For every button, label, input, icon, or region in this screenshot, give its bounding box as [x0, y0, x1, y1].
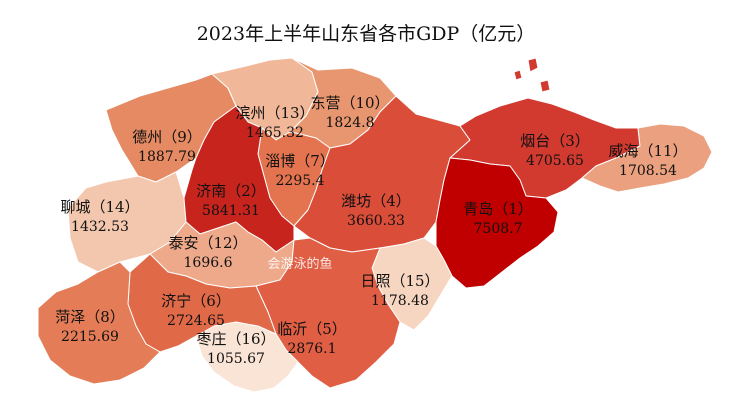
city-gdp-value-label: 2724.65: [167, 313, 225, 329]
region-heze: [37, 261, 161, 385]
city-gdp-value-label: 1465.32: [246, 125, 304, 141]
city-gdp-value-label: 2876.1: [288, 341, 337, 357]
city-name-label: 烟台（3）: [520, 132, 590, 150]
city-gdp-value-label: 1708.54: [619, 163, 677, 179]
city-gdp-value-label: 1055.67: [207, 351, 265, 367]
city-name-label: 临沂（5）: [277, 320, 347, 338]
city-name-label: 聊城（14）: [60, 198, 139, 216]
city-gdp-value-label: 5841.31: [202, 203, 260, 219]
map-title: 2023年上半年山东省各市GDP（亿元）: [197, 23, 536, 45]
city-name-label: 青岛（1）: [463, 200, 533, 218]
city-gdp-value-label: 1696.6: [184, 255, 233, 271]
city-gdp-value-label: 4705.65: [526, 153, 584, 169]
city-name-label: 德州（9）: [132, 128, 202, 146]
city-labels: 青岛（1） 7508.7 济南（2） 5841.31 烟台（3） 4705.65 潍坊（4）…: [55, 94, 687, 367]
city-name-label: 济南（2）: [196, 182, 266, 200]
region-weihai: [581, 123, 713, 193]
city-gdp-value-label: 1432.53: [71, 219, 129, 235]
city-name-label: 东营（10）: [310, 94, 389, 112]
region-qingdao: [435, 157, 559, 289]
city-name-label: 日照（15）: [360, 272, 439, 290]
watermark-text: 会游泳的鱼: [267, 256, 332, 272]
city-gdp-value-label: 1178.48: [371, 293, 429, 309]
city-name-label: 菏泽（8）: [55, 308, 125, 326]
city-gdp-value-label: 2215.69: [61, 329, 119, 345]
city-name-label: 泰安（12）: [168, 234, 247, 252]
island-shape: [539, 79, 551, 93]
city-name-label: 滨州（13）: [235, 104, 314, 122]
city-name-label: 威海（11）: [608, 142, 687, 160]
city-name-label: 济宁（6）: [161, 292, 231, 310]
city-gdp-value-label: 3660.33: [347, 213, 405, 229]
city-name-label: 淄博（7）: [265, 152, 335, 170]
city-gdp-value-label: 7508.7: [474, 221, 523, 237]
city-name-label: 潍坊（4）: [341, 192, 411, 210]
city-gdp-value-label: 1824.8: [326, 115, 375, 131]
island-shape: [513, 69, 523, 81]
city-regions: [37, 57, 713, 393]
city-gdp-value-label: 2295.4: [276, 173, 325, 189]
city-gdp-value-label: 1887.79: [138, 149, 196, 165]
island-shape: [527, 57, 539, 73]
city-name-label: 枣庄（16）: [196, 330, 275, 348]
